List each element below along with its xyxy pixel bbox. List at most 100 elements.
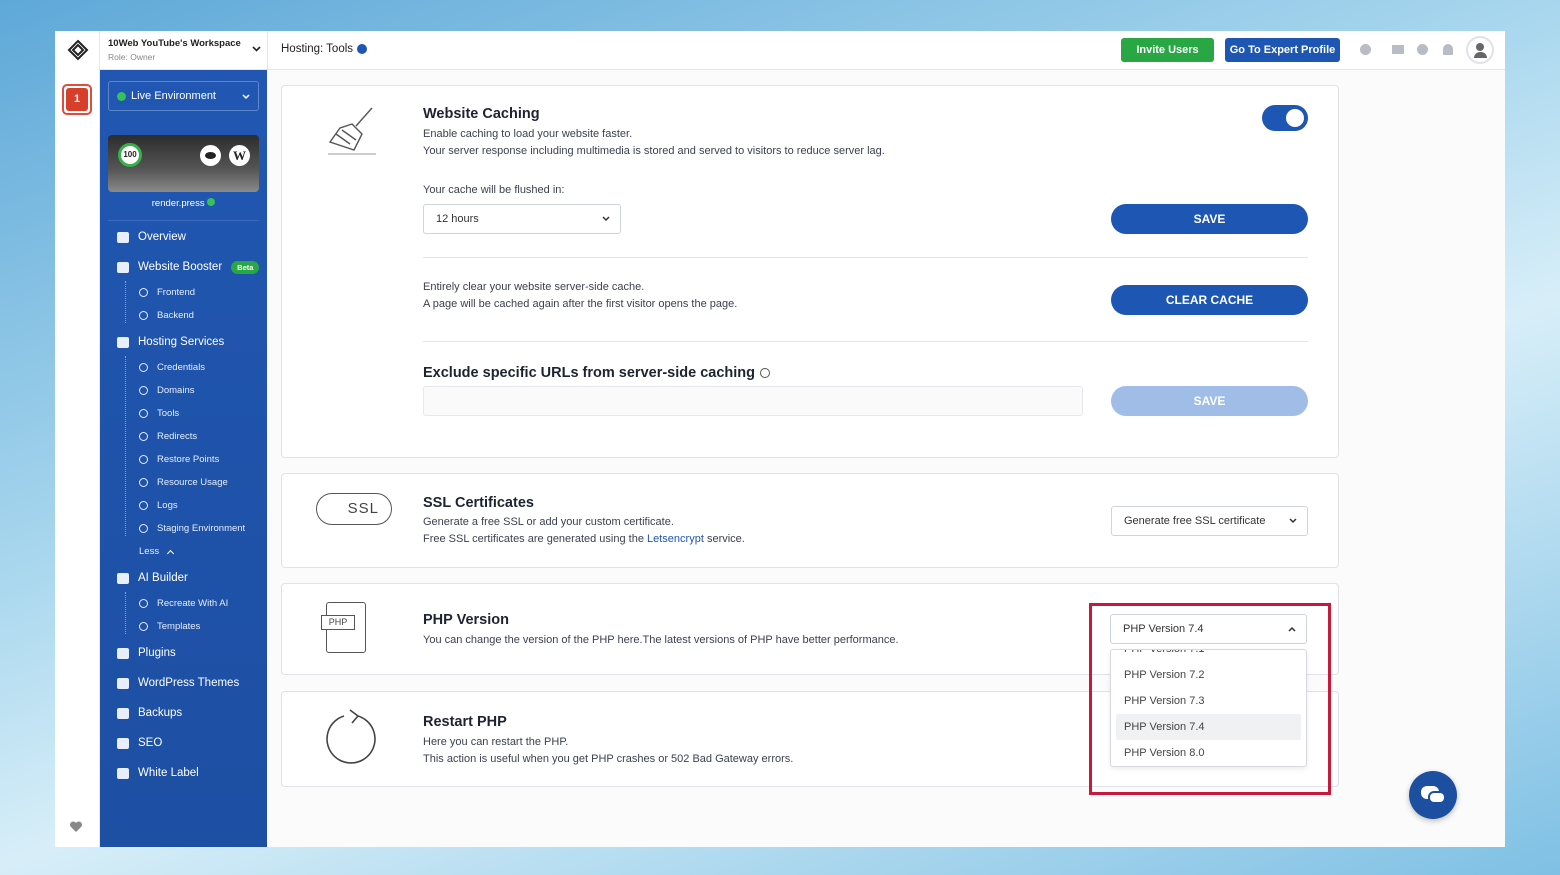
nav-item[interactable]: Website Booster Beta [100, 252, 267, 282]
notification-badge[interactable]: 1 [62, 84, 92, 115]
php-options: PHP Version 7.1 PHP Version 7.2 PHP Versio… [1111, 649, 1306, 766]
nav-subgroup: Frontend Backend [100, 281, 267, 327]
expert-profile-button[interactable]: Go To Expert Profile [1225, 38, 1340, 62]
nav-icon [117, 231, 129, 243]
sidebar: Live Environment 100 W render.press Over… [100, 70, 267, 847]
nav-toggle[interactable]: Less [100, 540, 267, 563]
php-option[interactable]: PHP Version 7.2 [1124, 669, 1205, 681]
php-option[interactable]: PHP Version 7.3 [1124, 695, 1205, 707]
info-icon[interactable] [760, 368, 771, 378]
nav-subitem[interactable]: Backend [100, 304, 267, 327]
nav-item[interactable]: WordPress Themes [100, 668, 267, 698]
caching-description: Enable caching to load your website fast… [423, 126, 885, 160]
tree-line [125, 281, 126, 323]
top-bar: 10Web YouTube's Workspace Role: Owner Ho… [100, 31, 1505, 70]
exclude-save-button[interactable]: SAVE [1111, 386, 1308, 416]
restart-icon [326, 709, 376, 764]
caching-card: Website Caching Enable caching to load y… [281, 85, 1339, 458]
avatar[interactable] [1466, 36, 1494, 64]
wordpress-icon[interactable]: W [229, 145, 250, 166]
php-description: You can change the version of the PHP he… [423, 634, 899, 646]
note-text: service. [706, 533, 745, 545]
restart-description: Here you can restart the PHP. This actio… [423, 734, 793, 768]
nav-subicon [139, 363, 148, 372]
nav-subitem[interactable]: Redirects [100, 425, 267, 448]
nav-subicon [139, 288, 148, 297]
bell-icon[interactable] [1443, 44, 1453, 55]
caching-title: Website Caching [423, 106, 540, 122]
ssl-select[interactable]: Generate free SSL certificate [1111, 506, 1308, 536]
invite-users-button[interactable]: Invite Users [1121, 38, 1214, 62]
flush-select[interactable]: 12 hours [423, 204, 621, 234]
nav-subitem[interactable]: Staging Environment [100, 517, 267, 540]
nav-item[interactable]: Overview [100, 222, 267, 252]
nav-sublabel: Backend [157, 310, 194, 321]
exclude-title: Exclude specific URLs from server-side c… [423, 365, 756, 381]
nav-subitem[interactable]: Logs [100, 494, 267, 517]
nav-item[interactable]: AI Builder [100, 563, 267, 593]
nav-icon [117, 572, 129, 584]
logo[interactable] [67, 39, 89, 61]
nav-subgroup: Credentials Domains Tools Redirects Restore … [100, 356, 267, 563]
letsencrypt-link[interactable]: Letsencrypt [647, 533, 704, 545]
php-option[interactable]: PHP Version 7.4 [1116, 714, 1301, 740]
nav-subitem[interactable]: Restore Points [100, 448, 267, 471]
nav-sublabel: Templates [157, 621, 201, 632]
divider [108, 220, 259, 221]
info-icon[interactable] [357, 44, 368, 54]
nav-subitem[interactable]: Credentials [100, 356, 267, 379]
breadcrumb: Hosting: Tools [281, 43, 368, 55]
nav-item[interactable]: Backups [100, 698, 267, 728]
nav-subicon [139, 311, 148, 320]
exclude-url-input[interactable] [423, 386, 1083, 416]
caching-toggle[interactable] [1262, 105, 1308, 131]
history-icon[interactable] [1360, 44, 1371, 55]
nav-subicon [139, 409, 148, 418]
php-select[interactable]: PHP Version 7.4 [1110, 614, 1307, 644]
nav-item[interactable]: White Label [100, 758, 267, 788]
nav-sublabel: Frontend [157, 287, 196, 298]
php-dropdown: PHP Version 7.1 PHP Version 7.2 PHP Versio… [1110, 649, 1307, 767]
badge-count: 1 [66, 88, 88, 111]
clear-cache-button[interactable]: CLEAR CACHE [1111, 285, 1308, 315]
nav-item[interactable]: Hosting Services [100, 327, 267, 357]
workspace-role: Role: Owner [108, 52, 156, 62]
save-button[interactable]: SAVE [1111, 204, 1308, 234]
nav-subicon [139, 524, 148, 533]
broom-icon [328, 107, 376, 155]
php-select-value: PHP Version 7.4 [1123, 623, 1204, 635]
php-option[interactable]: PHP Version 8.0 [1124, 747, 1205, 759]
stats-icon[interactable] [1417, 44, 1428, 55]
nav-label: Hosting Services [138, 336, 225, 348]
preview-icon[interactable] [200, 145, 221, 166]
tree-line [125, 356, 126, 536]
site-domain[interactable]: render.press [100, 198, 267, 209]
nav-item[interactable]: Plugins [100, 638, 267, 668]
nav-icon [117, 707, 129, 719]
nav-subitem[interactable]: Frontend [100, 281, 267, 304]
workspace-chevron[interactable] [252, 46, 261, 52]
nav-label: Backups [138, 707, 183, 719]
nav-subitem[interactable]: Resource Usage [100, 471, 267, 494]
docs-icon[interactable] [1392, 45, 1404, 54]
ssl-select-value: Generate free SSL certificate [1124, 515, 1266, 527]
highlight-box [1089, 603, 1331, 795]
description-line: Here you can restart the PHP. [423, 736, 569, 748]
nav-item[interactable]: SEO [100, 728, 267, 758]
nav-subitem[interactable]: Tools [100, 402, 267, 425]
nav-subitem[interactable]: Templates [100, 615, 267, 638]
chat-button[interactable] [1409, 771, 1457, 819]
nav-subitem[interactable]: Recreate With AI [100, 592, 267, 615]
site-thumbnail[interactable]: 100 W [108, 135, 259, 192]
toggle-knob [1286, 109, 1304, 127]
nav-subitem[interactable]: Domains [100, 379, 267, 402]
nav-label: Website Booster [138, 261, 223, 273]
php-option[interactable]: PHP Version 7.1 [1124, 649, 1205, 655]
workspace-name[interactable]: 10Web YouTube's Workspace [108, 38, 241, 49]
environment-select[interactable]: Live Environment [108, 81, 259, 111]
ssl-icon: SSL [316, 493, 392, 525]
heart-icon[interactable] [69, 821, 83, 833]
description-line: A page will be cached again after the fi… [423, 298, 738, 310]
nav-subicon [139, 622, 148, 631]
